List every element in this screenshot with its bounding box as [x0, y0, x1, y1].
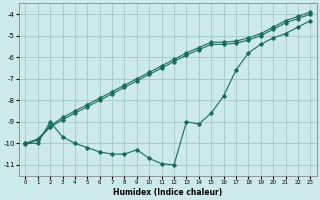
X-axis label: Humidex (Indice chaleur): Humidex (Indice chaleur)	[113, 188, 222, 197]
